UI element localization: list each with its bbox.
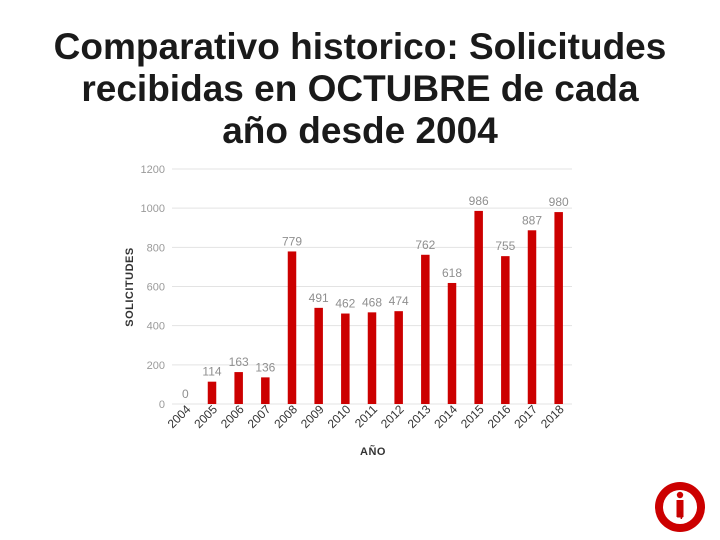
data-label: 462	[335, 297, 355, 311]
x-tick-label: 2014	[431, 402, 460, 431]
bar	[261, 377, 270, 404]
data-label: 887	[522, 213, 542, 227]
x-axis-label: AÑO	[360, 445, 386, 458]
data-label: 163	[229, 355, 249, 369]
bar	[207, 381, 217, 404]
x-tick-label: 2006	[218, 402, 247, 431]
data-label: 980	[549, 195, 569, 209]
bar	[527, 230, 537, 404]
bar	[234, 372, 243, 404]
bar	[501, 256, 510, 404]
x-tick-label: 2004	[165, 402, 194, 431]
y-axis-ticks: 0 200 400 600 800 1000 1200	[141, 164, 165, 411]
x-tick-label: 2009	[298, 402, 327, 431]
y-tick-label: 400	[147, 321, 165, 333]
x-tick-label: 2018	[538, 402, 567, 431]
x-tick-label: 2017	[511, 402, 540, 431]
data-label: 491	[309, 291, 329, 305]
x-tick-label: 2008	[271, 402, 300, 431]
bars	[207, 210, 563, 404]
page-number: 4	[676, 510, 684, 522]
x-tick-label: 2007	[245, 402, 274, 431]
y-axis-label: SOLICITUDES	[124, 247, 136, 326]
data-label: 762	[415, 238, 435, 252]
x-tick-label: 2011	[352, 402, 380, 430]
y-tick-label: 1000	[141, 203, 165, 215]
title-line-3: año desde 2004	[222, 110, 498, 151]
bar	[474, 210, 483, 404]
x-tick-label: 2016	[485, 402, 514, 431]
title-line-2: recibidas en OCTUBRE de cada	[81, 68, 639, 109]
data-label: 755	[495, 239, 515, 253]
logo-icon	[655, 482, 705, 532]
bar	[287, 251, 297, 404]
bar	[554, 212, 563, 404]
bar	[341, 313, 350, 404]
slide-title: Comparativo historico: Solicitudes recib…	[0, 26, 720, 152]
data-label: 0	[182, 387, 189, 401]
bar	[314, 307, 323, 404]
data-label: 779	[282, 234, 302, 248]
data-label: 114	[202, 365, 221, 379]
data-labels: 0 114 163 136 779 491 462 468 474 762 618 986 755 887…	[182, 194, 569, 401]
title-line-1: Comparativo historico: Solicitudes	[53, 26, 667, 67]
y-tick-label: 800	[147, 242, 165, 254]
bar	[447, 282, 457, 404]
data-label: 474	[389, 294, 409, 308]
x-tick-label: 2012	[378, 402, 407, 431]
bar	[367, 312, 377, 404]
data-label: 468	[362, 295, 382, 309]
bar	[394, 311, 403, 404]
y-tick-label: 0	[159, 399, 165, 411]
x-tick-label: 2010	[325, 402, 354, 431]
x-tick-label: 2005	[191, 402, 220, 431]
data-label: 136	[255, 360, 275, 374]
data-label: 986	[469, 194, 489, 208]
x-tick-label: 2015	[458, 402, 487, 431]
y-tick-label: 1200	[141, 164, 165, 176]
data-label: 618	[442, 266, 462, 280]
bar	[421, 254, 430, 404]
y-tick-label: 200	[147, 360, 165, 372]
bar-chart: 0 200 400 600 800 1000 1200 0 114 163 136 779 491 46…	[124, 164, 572, 458]
x-tick-label: 2013	[405, 402, 434, 431]
x-axis-ticks: 2004200520062007200820092010201120122013…	[165, 402, 567, 431]
y-tick-label: 600	[147, 282, 165, 294]
